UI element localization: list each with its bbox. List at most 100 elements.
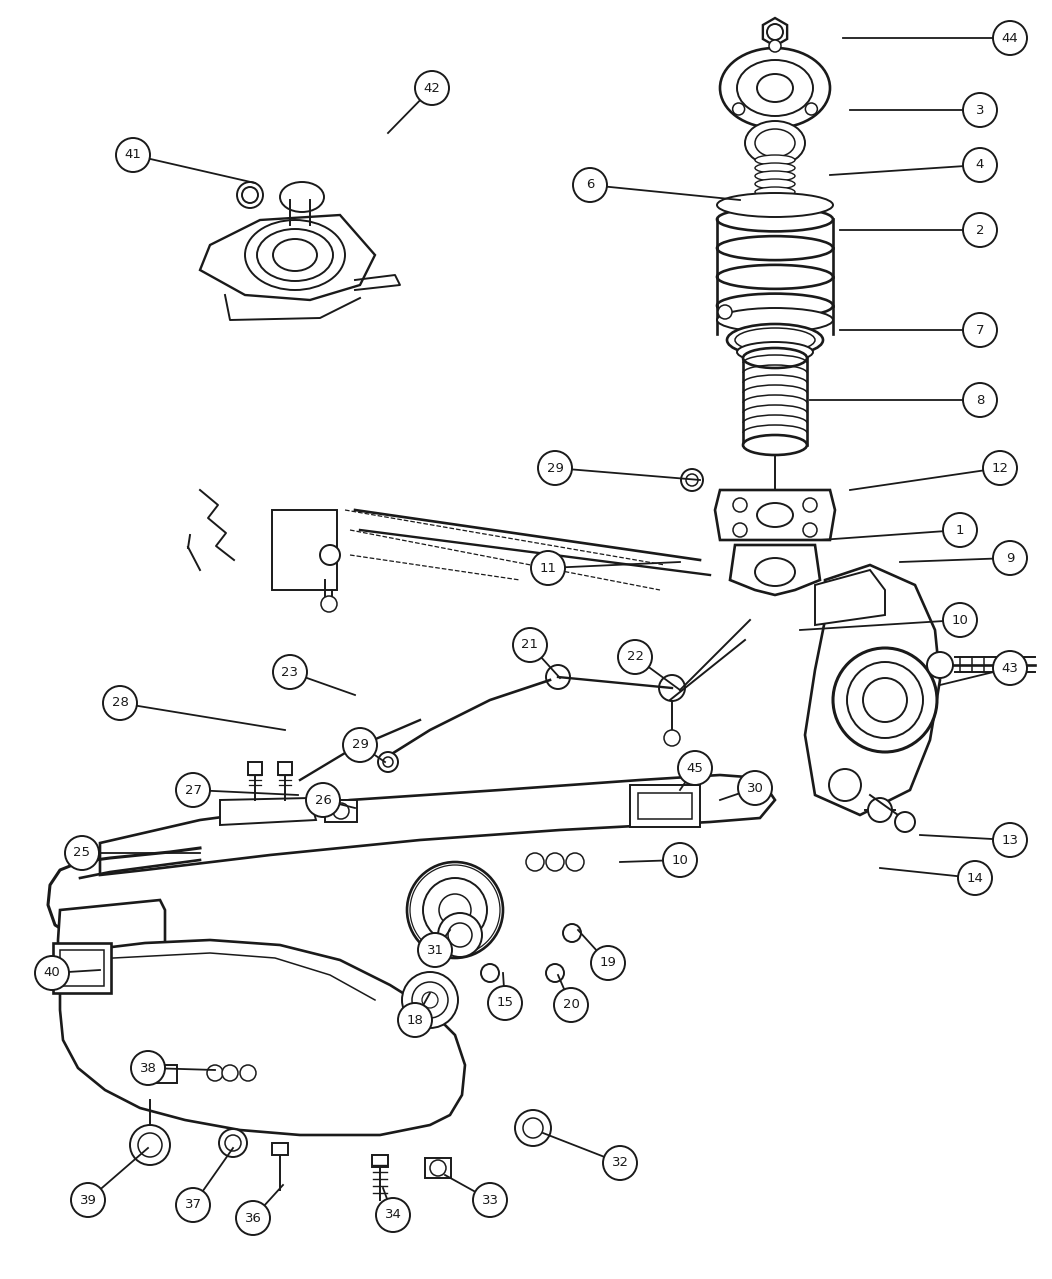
Text: 42: 42 xyxy=(424,82,441,95)
Bar xyxy=(272,1143,288,1155)
Text: 32: 32 xyxy=(611,1156,628,1169)
Ellipse shape xyxy=(735,327,815,352)
Ellipse shape xyxy=(546,964,564,982)
Circle shape xyxy=(488,986,522,1019)
Ellipse shape xyxy=(829,769,861,801)
Circle shape xyxy=(35,955,69,990)
Circle shape xyxy=(963,382,997,417)
Circle shape xyxy=(132,1051,165,1085)
Text: 19: 19 xyxy=(600,957,616,969)
Circle shape xyxy=(663,843,697,877)
Ellipse shape xyxy=(523,1118,543,1138)
Text: 14: 14 xyxy=(967,871,984,885)
Text: 27: 27 xyxy=(184,784,202,797)
Ellipse shape xyxy=(833,648,937,752)
Ellipse shape xyxy=(566,853,584,871)
Circle shape xyxy=(591,946,625,980)
Bar xyxy=(425,1157,451,1178)
Text: 37: 37 xyxy=(184,1198,202,1211)
Circle shape xyxy=(70,1183,105,1218)
Text: 15: 15 xyxy=(497,996,513,1009)
Circle shape xyxy=(414,72,449,105)
Ellipse shape xyxy=(138,1133,162,1157)
Ellipse shape xyxy=(222,1065,238,1081)
Ellipse shape xyxy=(422,993,438,1008)
Bar xyxy=(638,793,692,819)
Ellipse shape xyxy=(767,24,783,40)
Circle shape xyxy=(573,168,607,202)
Ellipse shape xyxy=(755,171,795,182)
Ellipse shape xyxy=(803,523,817,537)
Ellipse shape xyxy=(225,1134,241,1151)
Circle shape xyxy=(963,313,997,347)
Text: 3: 3 xyxy=(976,104,985,116)
Text: 44: 44 xyxy=(1002,32,1018,45)
Ellipse shape xyxy=(755,155,795,165)
Circle shape xyxy=(993,20,1027,55)
Ellipse shape xyxy=(280,182,324,212)
Text: 31: 31 xyxy=(426,944,444,957)
Ellipse shape xyxy=(737,341,813,362)
Ellipse shape xyxy=(240,1065,256,1081)
Polygon shape xyxy=(715,490,835,540)
Ellipse shape xyxy=(515,1110,551,1146)
Polygon shape xyxy=(805,565,940,815)
Ellipse shape xyxy=(847,663,923,738)
Bar xyxy=(325,799,357,822)
Ellipse shape xyxy=(806,104,817,115)
Bar xyxy=(278,762,292,775)
Ellipse shape xyxy=(423,877,487,943)
Circle shape xyxy=(554,987,588,1022)
Ellipse shape xyxy=(863,678,907,723)
Bar xyxy=(372,1155,388,1166)
Ellipse shape xyxy=(526,853,544,871)
Ellipse shape xyxy=(321,596,337,611)
Ellipse shape xyxy=(378,752,398,773)
Circle shape xyxy=(943,602,977,637)
Polygon shape xyxy=(200,215,375,301)
Text: 1: 1 xyxy=(956,523,965,536)
Ellipse shape xyxy=(757,74,793,102)
Ellipse shape xyxy=(745,122,805,165)
Text: 40: 40 xyxy=(43,967,60,980)
Text: 33: 33 xyxy=(482,1193,499,1206)
Ellipse shape xyxy=(439,894,471,926)
Ellipse shape xyxy=(686,475,697,486)
Circle shape xyxy=(538,451,572,485)
Bar xyxy=(53,943,112,993)
Bar xyxy=(248,762,262,775)
Text: 2: 2 xyxy=(976,224,985,237)
Circle shape xyxy=(993,822,1027,857)
Circle shape xyxy=(176,773,210,807)
Ellipse shape xyxy=(717,308,833,333)
Circle shape xyxy=(963,148,997,182)
Circle shape xyxy=(418,932,452,967)
Text: 25: 25 xyxy=(74,847,90,859)
Circle shape xyxy=(274,655,307,689)
Text: 23: 23 xyxy=(282,665,299,678)
Text: 10: 10 xyxy=(952,614,969,627)
Circle shape xyxy=(116,138,150,171)
Text: 38: 38 xyxy=(140,1062,157,1074)
Text: 29: 29 xyxy=(351,738,368,752)
Text: 30: 30 xyxy=(747,781,764,794)
Text: 12: 12 xyxy=(991,462,1009,475)
Ellipse shape xyxy=(737,60,813,116)
Polygon shape xyxy=(220,798,316,825)
Text: 26: 26 xyxy=(315,793,331,807)
Ellipse shape xyxy=(720,49,830,128)
Ellipse shape xyxy=(895,812,915,833)
Ellipse shape xyxy=(743,435,807,455)
Circle shape xyxy=(739,771,772,804)
Circle shape xyxy=(677,751,712,785)
Text: 6: 6 xyxy=(586,179,594,192)
Text: 9: 9 xyxy=(1006,551,1014,564)
Text: 10: 10 xyxy=(671,853,688,866)
Text: 11: 11 xyxy=(540,561,557,574)
Ellipse shape xyxy=(733,498,747,512)
Ellipse shape xyxy=(448,923,472,946)
Ellipse shape xyxy=(237,182,263,208)
Text: 22: 22 xyxy=(627,651,644,664)
Ellipse shape xyxy=(659,675,685,701)
Ellipse shape xyxy=(727,324,823,356)
